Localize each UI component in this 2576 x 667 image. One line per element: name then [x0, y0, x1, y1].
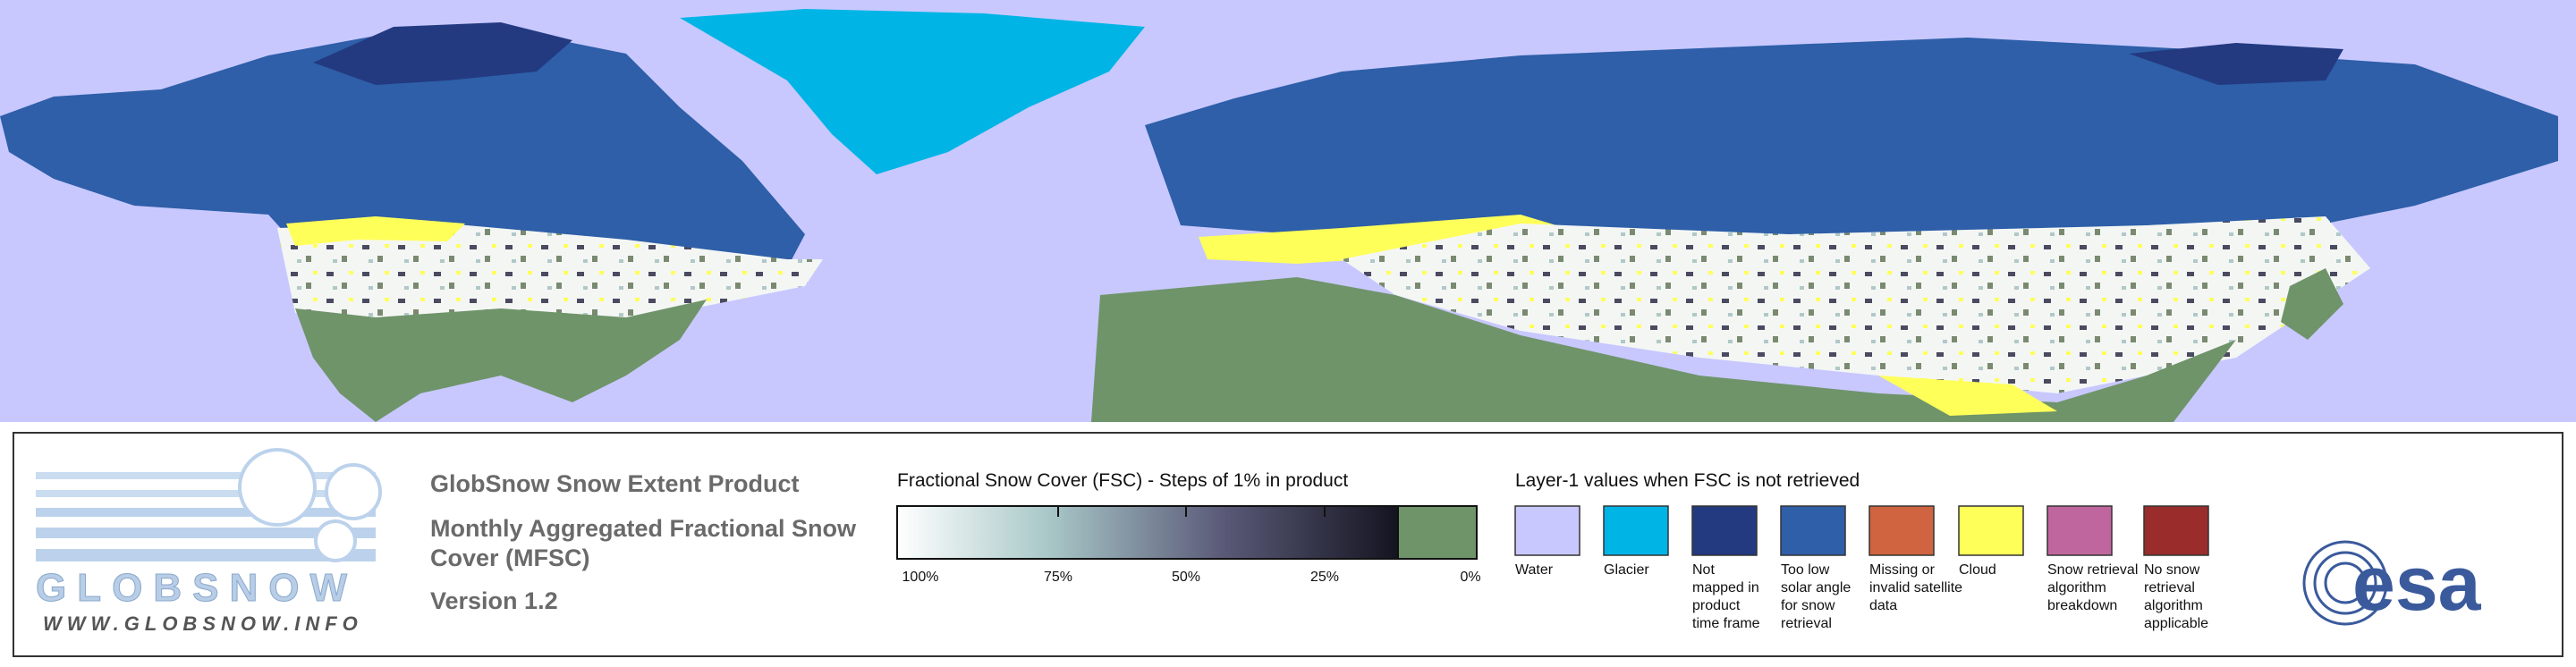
layer1-label: for snow	[1781, 598, 1835, 613]
esa-ring	[2302, 540, 2388, 626]
esa-name: esa	[2352, 541, 2482, 627]
north-america-south	[295, 300, 707, 422]
eurasia-cloud	[1199, 215, 1565, 264]
logo-url: WWW.GLOBSNOW.INFO	[43, 612, 363, 635]
layer1-label: solar angle	[1781, 580, 1851, 595]
layer1-swatch	[1958, 505, 2024, 556]
product-subtitle: Cover (MFSC)	[430, 545, 590, 571]
product-title: GlobSnow Snow Extent Product	[430, 470, 800, 497]
product-version: Version 1.2	[430, 587, 558, 614]
layer1-swatch	[1868, 505, 1935, 556]
layer1-label: time frame	[1692, 616, 1760, 631]
layer1-label: Cloud	[1959, 562, 1996, 578]
globsnow-logo: GLOBSNOW WWW.GLOBSNOW.INFO	[36, 448, 382, 635]
layer1-label: applicable	[2144, 616, 2208, 631]
fsc-ticks: 100% 75% 50% 25% 0%	[902, 506, 1481, 585]
greenland	[680, 9, 1145, 174]
layer1-label: data	[1869, 598, 1897, 613]
fsc-tick-label: 25%	[1310, 570, 1339, 585]
asia-cloud	[1878, 376, 2057, 416]
esa-ring	[2324, 561, 2367, 604]
layer1-legend-title: Layer-1 values when FSC is not retrieved	[1515, 470, 1860, 491]
layer1-label: Too low	[1781, 562, 1830, 578]
fsc-tick-label: 75%	[1044, 570, 1072, 585]
snowflake	[325, 463, 382, 520]
legend-frame	[13, 432, 2563, 657]
eurasia-south	[1091, 277, 2236, 422]
fsc-legend-title: Fractional Snow Cover (FSC) - Steps of 1…	[897, 470, 1348, 491]
layer1-items: Water Glacier Not mapped in product time fram…	[1514, 505, 2209, 631]
fsc-zero-box	[1397, 505, 1478, 560]
japan	[2281, 268, 2343, 340]
layer1-label: Snow retrieval	[2047, 562, 2138, 578]
layer1-swatch	[1780, 505, 1846, 556]
layer1-swatch	[1514, 505, 1580, 556]
logo-stripe	[36, 528, 376, 538]
siberia-arctic	[2129, 43, 2343, 85]
logo-stripe	[36, 472, 376, 479]
layer1-label: Glacier	[1604, 562, 1649, 578]
layer1-label: product	[1692, 598, 1741, 613]
logo-stripe	[36, 549, 376, 561]
fsc-gradient	[896, 505, 1399, 560]
fsc-tick-label: 50%	[1172, 570, 1200, 585]
layer1-label: breakdown	[2047, 598, 2117, 613]
esa-ring	[2313, 551, 2377, 615]
layer1-label: retrieval	[1781, 616, 1832, 631]
logo-stripe	[36, 490, 376, 497]
layer1-label: invalid satellite	[1869, 580, 1962, 595]
eurasia-snow	[1342, 216, 2370, 393]
esa-logo: esa	[2302, 540, 2482, 627]
snowflake	[238, 448, 317, 527]
product-subtitle: Monthly Aggregated Fractional Snow	[430, 515, 857, 542]
layer1-label: retrieval	[2144, 580, 2195, 595]
eurasia-north	[1145, 38, 2558, 243]
north-america-north	[0, 29, 805, 268]
layer1-swatch	[1603, 505, 1669, 556]
layer1-swatch	[2143, 505, 2209, 556]
north-america-cloud	[286, 216, 465, 246]
layer1-label: algorithm	[2047, 580, 2106, 595]
layer1-swatch	[2046, 505, 2113, 556]
layer1-label: No snow	[2144, 562, 2200, 578]
map	[0, 0, 2576, 422]
layer1-label: Missing or	[1869, 562, 1936, 578]
fsc-tick-label: 100%	[902, 570, 939, 585]
logo-stripe	[36, 508, 376, 517]
layer1-swatch	[1691, 505, 1758, 556]
fsc-tick-label: 0%	[1460, 570, 1480, 585]
layer1-label: Not	[1692, 562, 1715, 578]
logo-name: GLOBSNOW	[36, 566, 358, 610]
layer1-label: algorithm	[2144, 598, 2203, 613]
layer1-label: mapped in	[1692, 580, 1759, 595]
layer1-label: Water	[1515, 562, 1554, 578]
snowflake	[314, 519, 357, 562]
north-america-snow	[277, 224, 823, 322]
canadian-arctic	[313, 22, 572, 85]
